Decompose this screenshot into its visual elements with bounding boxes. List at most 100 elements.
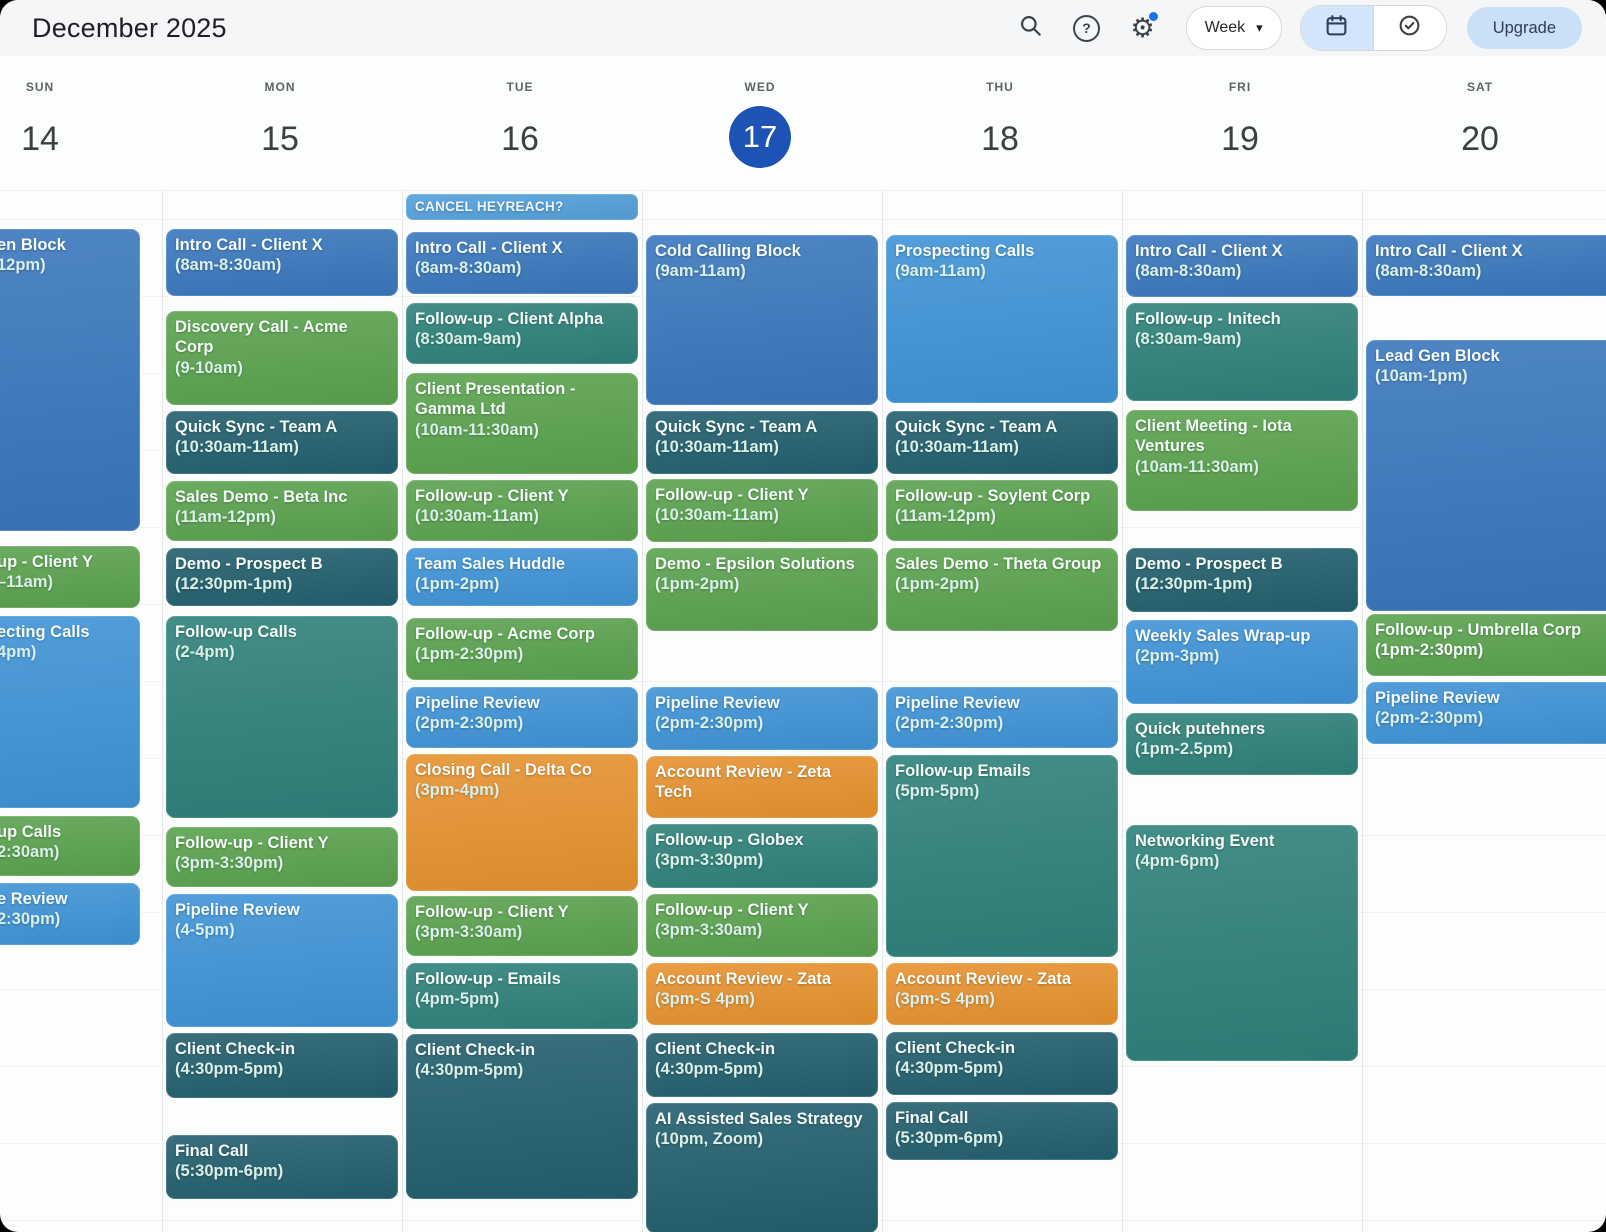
calendar-event[interactable]: Account Review - Zata (3pm-S 4pm) xyxy=(886,963,1118,1025)
day-header-fri[interactable]: FRI 19 xyxy=(1180,80,1300,170)
calendar-event[interactable]: Demo - Prospect B (12:30pm-1pm) xyxy=(1126,548,1358,612)
calendar-event[interactable]: e Review 2:30pm) xyxy=(0,883,140,945)
calendar-event[interactable]: Quick Sync - Team A (10:30am-11am) xyxy=(646,411,878,474)
calendar-event[interactable]: Follow-up - Soylent Corp (11am-12pm) xyxy=(886,480,1118,541)
calendar-event[interactable]: Demo - Prospect B (12:30pm-1pm) xyxy=(166,548,398,606)
calendar-event[interactable]: Follow-up - Client Y (3pm-3:30am) xyxy=(646,894,878,957)
hour-line xyxy=(0,219,1606,220)
calendar-banner[interactable]: CANCEL HEYREACH? xyxy=(406,194,638,220)
calendar-event[interactable]: Intro Call - Client X (8am-8:30am) xyxy=(166,229,398,296)
calendar-event[interactable]: Account Review - Zata (3pm-S 4pm) xyxy=(646,963,878,1025)
calendar-event[interactable]: Client Check-in (4:30pm-5pm) xyxy=(406,1034,638,1199)
calendar-event[interactable]: Pipeline Review (2pm-2:30pm) xyxy=(1366,682,1606,744)
calendar-event[interactable]: Client Check-in (4:30pm-5pm) xyxy=(886,1032,1118,1095)
calendar-event[interactable]: Closing Call - Delta Co (3pm-4pm) xyxy=(406,754,638,891)
calendar-event[interactable]: up - Client Y –11am) xyxy=(0,546,140,608)
tasks-view-toggle[interactable] xyxy=(1372,6,1446,50)
chevron-down-icon: ▾ xyxy=(1256,20,1263,35)
settings-button[interactable]: ⚙ xyxy=(1126,11,1160,45)
event-time: (4:30pm-5pm) xyxy=(895,1059,1004,1078)
calendar-event[interactable]: Follow-up - Client Y (10:30am-11am) xyxy=(406,480,638,541)
calendar-event[interactable]: Quick Sync - Team A (10:30am-11am) xyxy=(166,411,398,474)
calendar-event[interactable]: up Calls 2:30am) xyxy=(0,816,140,876)
event-title: Prospecting Calls xyxy=(895,242,1035,260)
calendar-event[interactable]: Quick Sync - Team A (10:30am-11am) xyxy=(886,411,1118,474)
event-title: Follow-up - Acme Corp xyxy=(415,625,595,643)
event-time: (10:30am-11am) xyxy=(655,438,779,457)
calendar-event[interactable]: Discovery Call - Acme Corp (9-10am) xyxy=(166,311,398,405)
calendar-event[interactable]: Sales Demo - Beta Inc (11am-12pm) xyxy=(166,481,398,541)
calendar-event[interactable]: Cold Calling Block (9am-11am) xyxy=(646,235,878,405)
event-time: (1pm-2.5pm) xyxy=(1135,740,1234,759)
day-date: 20 xyxy=(1461,119,1499,158)
calendar-event[interactable]: Account Review - Zeta Tech xyxy=(646,756,878,818)
event-time: (12:30pm-1pm) xyxy=(175,575,293,594)
calendar-event[interactable]: Demo - Epsilon Solutions (1pm-2pm) xyxy=(646,548,878,631)
day-name: WED xyxy=(744,80,776,94)
day-header-mon[interactable]: MON 15 xyxy=(220,80,340,170)
event-time: (8am-8:30am) xyxy=(415,259,522,278)
calendar-event[interactable]: Client Check-in (4:30pm-5pm) xyxy=(166,1033,398,1098)
event-title: Follow-up - Client Y xyxy=(175,834,329,852)
calendar-event[interactable]: Prospecting Calls (9am-11am) xyxy=(886,235,1118,403)
calendar-event[interactable]: Follow-up - Client Y (10:30am-11am) xyxy=(646,479,878,542)
calendar-event[interactable]: Intro Call - Client X (8am-8:30am) xyxy=(1366,235,1606,296)
calendar-event[interactable]: Follow-up Emails (5pm-5pm) xyxy=(886,755,1118,957)
calendar-event[interactable]: Follow-up - Umbrella Corp (1pm-2:30pm) xyxy=(1366,614,1606,676)
event-time: (10pm, Zoom) xyxy=(655,1130,764,1149)
upgrade-button[interactable]: Upgrade xyxy=(1466,7,1582,49)
event-title: Follow-up - Umbrella Corp (1pm-2:30pm) xyxy=(1375,621,1582,660)
event-title: Quick Sync - Team A xyxy=(895,418,1058,436)
calendar-event[interactable]: Lead Gen Block (10am-1pm) xyxy=(1366,340,1606,611)
calendar-event[interactable]: Client Check-in (4:30pm-5pm) xyxy=(646,1033,878,1097)
calendar-event[interactable]: Follow-up - Client Alpha (8:30am-9am) xyxy=(406,303,638,364)
event-title: Client Check-in xyxy=(175,1040,296,1058)
calendar-event[interactable]: Quick putehners (1pm-2.5pm) xyxy=(1126,713,1358,775)
calendar-event[interactable]: Follow-up Calls (2-4pm) xyxy=(166,616,398,818)
event-title: Pipeline Review xyxy=(655,694,780,712)
calendar-view-toggle[interactable] xyxy=(1300,6,1373,50)
calendar-event[interactable]: Client Meeting - Iota Ventures (10am-11:3… xyxy=(1126,410,1358,511)
event-time: (2pm-2:30pm) xyxy=(1375,709,1484,728)
calendar-event[interactable]: Follow-up - Acme Corp (1pm-2:30pm) xyxy=(406,618,638,680)
calendar-event[interactable]: Final Call (5:30pm-6pm) xyxy=(166,1135,398,1199)
calendar-event[interactable]: Follow-up - Client Y (3pm-3:30am) xyxy=(406,896,638,956)
calendar-event[interactable]: Pipeline Review (2pm-2:30pm) xyxy=(886,687,1118,748)
calendar-event[interactable]: Intro Call - Client X (8am-8:30am) xyxy=(406,232,638,294)
calendar-event[interactable]: Client Presentation - Gamma Ltd (10am-11:… xyxy=(406,373,638,474)
calendar-event[interactable]: Intro Call - Client X (8am-8:30am) xyxy=(1126,235,1358,297)
help-button[interactable]: ? xyxy=(1070,11,1104,45)
day-header-sat[interactable]: SAT 20 xyxy=(1420,80,1540,170)
calendar-event[interactable]: Follow-up - Emails (4pm-5pm) xyxy=(406,963,638,1029)
search-button[interactable] xyxy=(1014,11,1048,45)
page-title: December 2025 xyxy=(32,12,227,43)
event-title: Intro Call - Client X xyxy=(415,239,563,257)
calendar-event[interactable]: en Block 12pm) xyxy=(0,229,140,531)
calendar-event[interactable]: Follow-up - Client Y (3pm-3:30pm) xyxy=(166,827,398,887)
calendar-event[interactable]: Final Call (5:30pm-6pm) xyxy=(886,1102,1118,1160)
calendar-event[interactable]: Sales Demo - Theta Group (1pm-2pm) xyxy=(886,548,1118,631)
day-header-tue[interactable]: TUE 16 xyxy=(460,80,580,170)
calendar-event[interactable]: Follow-up - Initech (8:30am-9am) xyxy=(1126,303,1358,401)
calendar-event[interactable]: Pipeline Review (2pm-2:30pm) xyxy=(646,687,878,750)
calendar-event[interactable]: Team Sales Huddle (1pm-2pm) xyxy=(406,548,638,606)
event-time: 12pm) xyxy=(0,256,46,275)
calendar-event[interactable]: ecting Calls 4pm) xyxy=(0,616,140,808)
calendar-event[interactable]: Networking Event (4pm-6pm) xyxy=(1126,825,1358,1061)
day-date: 18 xyxy=(981,119,1019,158)
event-title: Follow-up - Client Y xyxy=(415,903,569,921)
day-header-wed[interactable]: WED 17 xyxy=(700,80,820,168)
calendar-event[interactable]: Weekly Sales Wrap-up (2pm-3pm) xyxy=(1126,620,1358,704)
day-header-sun[interactable]: SUN 14 xyxy=(0,80,100,170)
day-header-thu[interactable]: THU 18 xyxy=(940,80,1060,170)
day-name: SUN xyxy=(25,80,55,94)
event-time: (2-4pm) xyxy=(175,643,235,662)
calendar-event[interactable]: Follow-up - Globex (3pm-3:30pm) xyxy=(646,824,878,888)
calendar-event[interactable]: AI Assisted Sales Strategy (10pm, Zoom) xyxy=(646,1103,878,1232)
calendar-event[interactable]: Pipeline Review (4-5pm) xyxy=(166,894,398,1027)
day-date: 16 xyxy=(501,119,539,158)
calendar-event[interactable]: Pipeline Review (2pm-2:30pm) xyxy=(406,687,638,748)
event-time: (4:30pm-5pm) xyxy=(175,1060,284,1079)
event-title: Demo - Prospect B xyxy=(1135,555,1283,573)
view-selector[interactable]: Week ▾ xyxy=(1185,6,1282,50)
